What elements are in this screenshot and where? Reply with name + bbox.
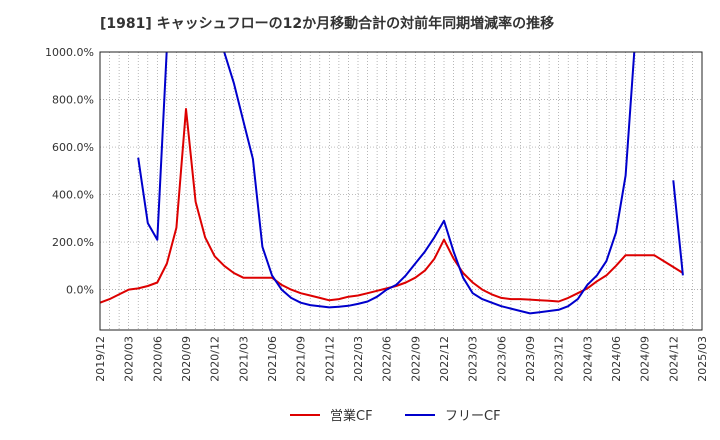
x-tick-label: 2023/03: [467, 336, 480, 382]
x-tick-label: 2021/03: [237, 336, 250, 382]
series-line-free-cf: [223, 52, 636, 315]
x-tick-label: 2022/06: [381, 336, 394, 382]
plot-series: [100, 52, 684, 315]
y-tick-label: 1000.0%: [45, 46, 94, 59]
x-tick-label: 2022/03: [352, 336, 365, 382]
plot-frame: [99, 51, 703, 331]
y-tick-label: 0.0%: [66, 284, 94, 297]
x-tick-label: 2024/12: [667, 336, 680, 382]
y-tick-label: 600.0%: [52, 141, 94, 154]
x-tick-label: 2019/12: [94, 336, 107, 382]
y-axis: 1000.0% 800.0% 600.0% 400.0% 200.0% 0.0%: [45, 46, 94, 297]
x-tick-label: 2024/03: [581, 336, 594, 382]
x-tick-label: 2020/06: [151, 336, 164, 382]
x-tick-label: 2021/06: [266, 336, 279, 382]
x-tick-label: 2020/12: [209, 336, 222, 382]
legend: 営業CF フリーCF: [290, 408, 501, 424]
x-tick-label: 2024/06: [610, 336, 623, 382]
x-tick-label: 2025/03: [696, 336, 709, 382]
chart-title: [1981] キャッシュフローの12か月移動合計の対前年同期増減率の推移: [100, 15, 554, 32]
y-tick-label: 800.0%: [52, 94, 94, 107]
legend-label-operating-cf: 営業CF: [330, 408, 373, 424]
legend-label-free-cf: フリーCF: [445, 409, 501, 424]
x-tick-label: 2021/09: [295, 336, 308, 382]
x-tick-label: 2021/12: [323, 336, 336, 382]
series-line-operating-cf: [100, 108, 684, 304]
y-tick-label: 200.0%: [52, 236, 94, 249]
series-line-free-cf: [672, 180, 684, 276]
x-axis: 2019/12 2020/03 2020/06 2020/09 2020/12 2021/…: [94, 336, 709, 382]
y-tick-label: 400.0%: [52, 189, 94, 202]
x-tick-label: 2024/09: [639, 336, 652, 382]
x-tick-label: 2020/09: [180, 336, 193, 382]
x-tick-label: 2023/06: [495, 336, 508, 382]
x-tick-label: 2023/09: [524, 336, 537, 382]
x-tick-label: 2023/12: [553, 336, 566, 382]
x-tick-label: 2022/12: [438, 336, 451, 382]
grid: [99, 51, 703, 330]
x-tick-label: 2020/03: [123, 336, 136, 382]
x-tick-label: 2022/09: [409, 336, 422, 382]
series-line-free-cf: [137, 52, 168, 241]
